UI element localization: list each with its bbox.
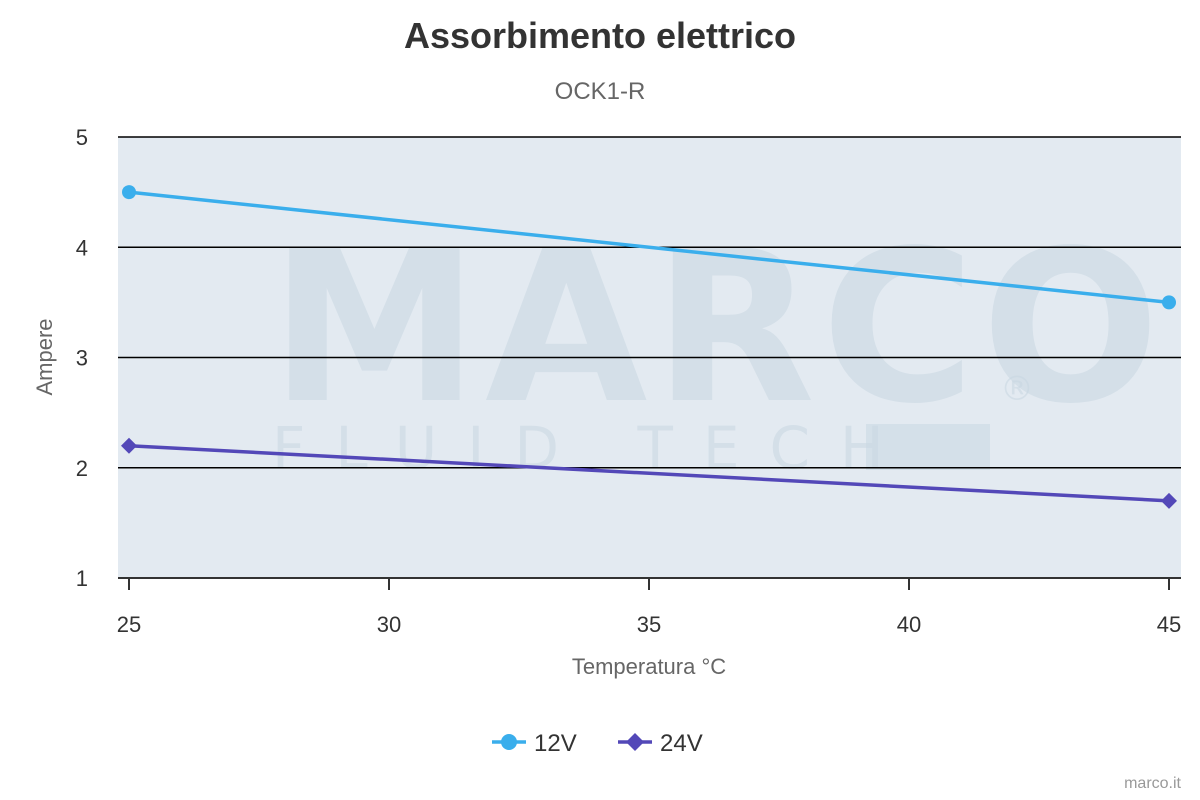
y-tick-label: 5 bbox=[76, 125, 88, 150]
x-tick-label: 45 bbox=[1157, 612, 1181, 637]
data-point[interactable] bbox=[1162, 295, 1176, 310]
y-tick-label: 3 bbox=[76, 346, 88, 371]
watermark-registered-mark: ® bbox=[1000, 369, 1034, 409]
credit-link[interactable]: marco.it bbox=[1124, 775, 1181, 792]
watermark-block bbox=[866, 424, 990, 470]
legend-label: 12V bbox=[534, 730, 577, 757]
data-point[interactable] bbox=[121, 437, 137, 454]
y-axis-title: Ampere bbox=[32, 318, 57, 395]
x-axis-ticks: 25 30 35 40 45 bbox=[117, 578, 1181, 637]
legend-item-24V[interactable]: 24V bbox=[618, 730, 703, 757]
series-layer bbox=[121, 185, 1177, 509]
x-tick-label: 40 bbox=[897, 612, 921, 637]
watermark: MARCO FLUID TECH ® bbox=[270, 205, 1166, 482]
chart-subtitle: OCK1-R bbox=[555, 78, 646, 105]
data-point[interactable] bbox=[1161, 492, 1177, 509]
x-tick-label: 30 bbox=[377, 612, 401, 637]
series-line[interactable] bbox=[128, 443, 1170, 503]
data-point[interactable] bbox=[122, 185, 136, 200]
y-axis-ticks: 1 2 3 4 5 bbox=[76, 125, 88, 591]
x-axis-title: Temperatura °C bbox=[572, 654, 726, 679]
legend-marker-icon[interactable] bbox=[501, 734, 517, 750]
x-tick-label: 35 bbox=[637, 612, 661, 637]
legend-label: 24V bbox=[660, 730, 703, 757]
legend-marker-icon[interactable] bbox=[626, 733, 644, 751]
y-tick-label: 4 bbox=[76, 235, 88, 260]
y-tick-label: 1 bbox=[76, 566, 88, 591]
legend[interactable]: 12V 24V bbox=[492, 730, 703, 757]
series-line[interactable] bbox=[128, 190, 1170, 305]
x-tick-label: 25 bbox=[117, 612, 141, 637]
series-12V[interactable] bbox=[122, 185, 1176, 310]
y-tick-label: 2 bbox=[76, 456, 88, 481]
chart-title: Assorbimento elettrico bbox=[404, 15, 796, 56]
watermark-logo-text: MARCO bbox=[270, 205, 1166, 450]
legend-item-12V[interactable]: 12V bbox=[492, 730, 577, 757]
series-24V[interactable] bbox=[121, 437, 1177, 509]
